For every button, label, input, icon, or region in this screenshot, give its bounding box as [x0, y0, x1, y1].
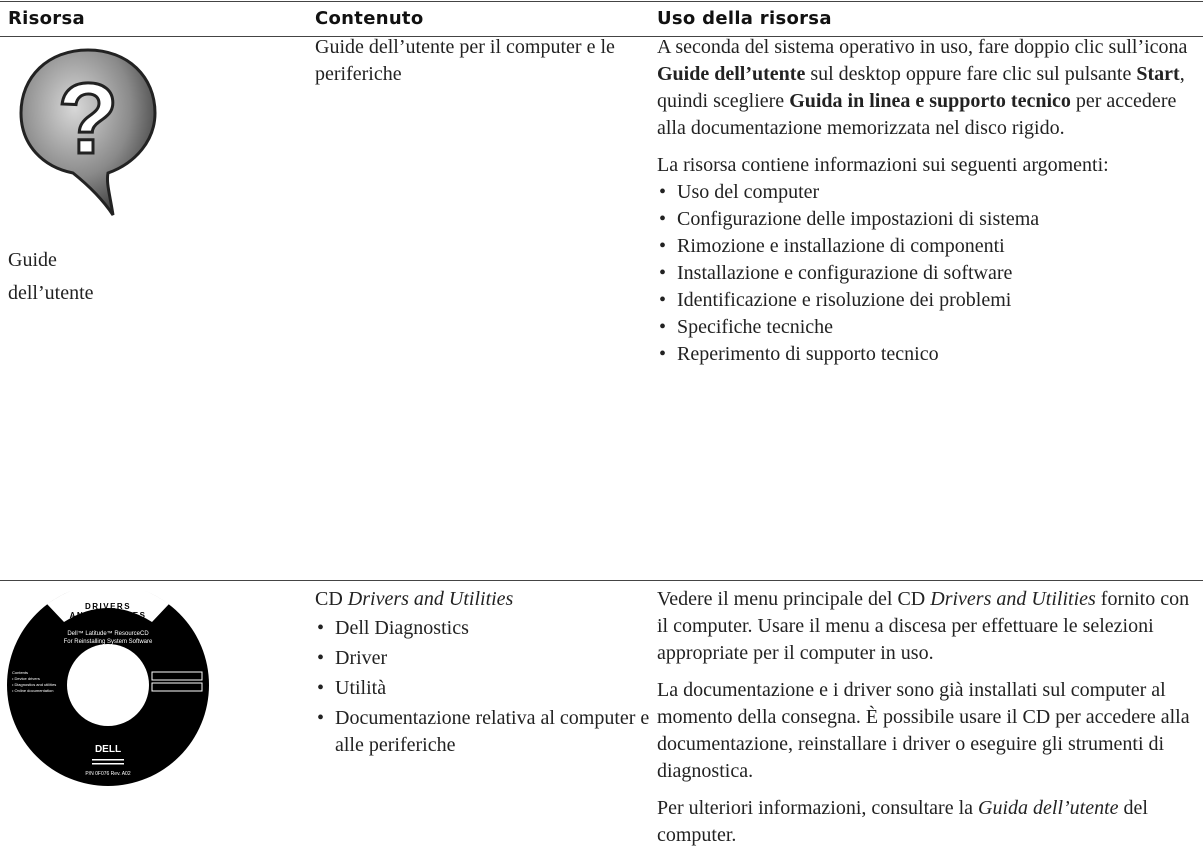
resource-name: Guide dell’utente [8, 249, 94, 304]
list: Uso del computer Configurazione delle im… [657, 179, 1202, 368]
list-item: Identificazione e risoluzione dei proble… [657, 287, 1202, 314]
list-item: Rimozione e installazione di componenti [657, 233, 1202, 260]
help-icon: ? [19, 48, 157, 216]
content: CD Drivers and Utilities Dell Diagnostic… [315, 586, 655, 759]
list-item: Documentazione relativa al computer e al… [315, 705, 655, 759]
cd-text: AND UTILITIES [70, 611, 147, 620]
list-item: Dell Diagnostics [315, 615, 655, 642]
cd-text: DELL [95, 744, 121, 755]
cd-text: P/N 0F076 Rev. A02 [85, 771, 130, 777]
list-item: Utilità [315, 675, 655, 702]
text: Drivers and Utilities [347, 588, 514, 610]
rule [0, 36, 1203, 37]
list-item: Specifiche tecniche [657, 314, 1202, 341]
text: per accedere alla documentazione memoriz… [657, 90, 1177, 139]
list-item: Installazione e configurazione di softwa… [657, 260, 1202, 287]
cd-text: Dell™ Latitude™ ResourceCD [67, 630, 149, 637]
text: fornito con il computer. Usare il menu a… [657, 588, 1190, 664]
text: Guida in linea e supporto tecnico [789, 90, 1071, 112]
usage: Vedere il menu principale del CD Drivers… [657, 586, 1202, 859]
cd-text: • Diagnostics and utilities [12, 682, 56, 687]
content-text: Guide dell’utente per il computer e le p… [315, 36, 615, 85]
list: Dell Diagnostics Driver Utilità Document… [315, 615, 655, 759]
cd-text: For Reinstalling System Software [64, 639, 153, 645]
text: Drivers and Utilities [930, 588, 1096, 610]
list-item: Configurazione delle impostazioni di sis… [657, 206, 1202, 233]
usage: A seconda del sistema operativo in uso, … [657, 34, 1202, 368]
column-header: Contenuto [315, 8, 424, 29]
text: , quindi scegliere [657, 63, 1185, 112]
paragraph: A seconda del sistema operativo in uso, … [657, 34, 1202, 142]
cd-text: • Device drivers [12, 676, 40, 681]
text: A seconda del sistema operativo in uso, … [657, 36, 1188, 58]
text: Vedere il menu principale del CD [657, 588, 931, 610]
text: sul desktop oppure fare clic sul pulsant… [805, 63, 1137, 85]
paragraph: La risorsa contiene informazioni sui seg… [657, 154, 1109, 176]
rule [0, 1, 1203, 2]
text: CD [315, 588, 348, 610]
paragraph: Per ulteriori informazioni, consultare l… [657, 795, 1202, 849]
list-item: Driver [315, 645, 655, 672]
cd-text: Contents [12, 670, 28, 675]
page: Risorsa Contenuto Uso della risorsa ? Gu… [0, 0, 1203, 828]
text: Per ulteriori informazioni, consultare l… [657, 797, 979, 819]
text: Guide dell’utente [657, 63, 806, 85]
text: Guida dell’utente [978, 797, 1119, 819]
rule [0, 580, 1203, 581]
text: Start [1136, 63, 1180, 85]
list-item: Uso del computer [657, 179, 1202, 206]
cd-text: DRIVERS [85, 602, 131, 611]
paragraph: Vedere il menu principale del CD Drivers… [657, 586, 1202, 667]
list-item: Reperimento di supporto tecnico [657, 341, 1202, 368]
svg-text:?: ? [57, 63, 118, 175]
content-title: CD Drivers and Utilities [315, 586, 655, 613]
cd-text: • Online documentation [12, 688, 53, 693]
column-header: Risorsa [8, 8, 85, 29]
paragraph: La documentazione e i driver sono già in… [657, 679, 1190, 782]
column-header: Uso della risorsa [657, 8, 832, 29]
cd-image: DRIVERS AND UTILITIES Dell™ Latitude™ Re… [7, 583, 209, 786]
